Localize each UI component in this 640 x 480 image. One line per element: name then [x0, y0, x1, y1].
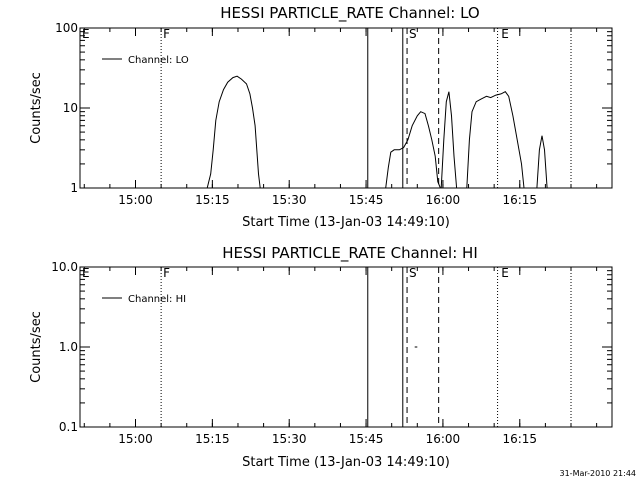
flag-label: F — [163, 27, 170, 41]
y-axis-label: Counts/sec — [29, 72, 44, 144]
flag-label: E — [82, 266, 90, 280]
x-tick-label: 16:00 — [426, 193, 461, 207]
series-line — [440, 91, 458, 189]
plot-area — [79, 27, 613, 189]
lo-channel-panel: HESSI PARTICLE_RATE Channel: LO Counts/s… — [29, 4, 613, 230]
x-tick-label: 15:30 — [272, 193, 307, 207]
x-tick-label: 15:15 — [195, 193, 230, 207]
y-tick-label: 10 — [63, 101, 78, 115]
series-line — [536, 135, 548, 189]
y-tick-label: 1.0 — [59, 340, 78, 354]
x-axis-label: Start Time (13-Jan-03 14:49:10) — [242, 455, 450, 470]
y-tick-label: 0.1 — [59, 420, 78, 434]
flag-label: S — [409, 27, 417, 41]
series-line — [385, 111, 441, 189]
flag-label: F — [163, 266, 170, 280]
series-line — [206, 75, 261, 189]
x-tick-label: 15:15 — [195, 432, 230, 446]
x-tick-label: 15:30 — [272, 432, 307, 446]
x-tick-label: 15:00 — [118, 193, 153, 207]
x-tick-label: 15:00 — [118, 432, 153, 446]
y-tick-label: 10.0 — [51, 260, 78, 274]
chart-title: HESSI PARTICLE_RATE Channel: HI — [222, 244, 478, 263]
x-tick-label: 16:15 — [502, 432, 537, 446]
flag-label: S — [409, 266, 417, 280]
plot-area — [79, 266, 613, 428]
chart-title: HESSI PARTICLE_RATE Channel: LO — [220, 4, 479, 23]
x-tick-label: 16:15 — [502, 193, 537, 207]
flag-label: E — [501, 27, 509, 41]
legend-label: Channel: HI — [128, 294, 186, 305]
flag-label: E — [82, 27, 90, 41]
legend-label: Channel: LO — [128, 55, 189, 66]
y-tick-label: 1 — [70, 181, 78, 195]
y-tick-label: 100 — [55, 21, 78, 35]
y-axis-label: Counts/sec — [29, 311, 44, 383]
flag-label: E — [501, 266, 509, 280]
series-line — [466, 91, 525, 189]
x-tick-label: 16:00 — [426, 432, 461, 446]
x-tick-label: 15:45 — [349, 193, 384, 207]
x-axis-label: Start Time (13-Jan-03 14:49:10) — [242, 215, 450, 230]
x-tick-label: 15:45 — [349, 432, 384, 446]
hi-channel-panel: HESSI PARTICLE_RATE Channel: HI Counts/s… — [29, 244, 613, 470]
footer-timestamp: 31-Mar-2010 21:44 — [560, 469, 637, 478]
